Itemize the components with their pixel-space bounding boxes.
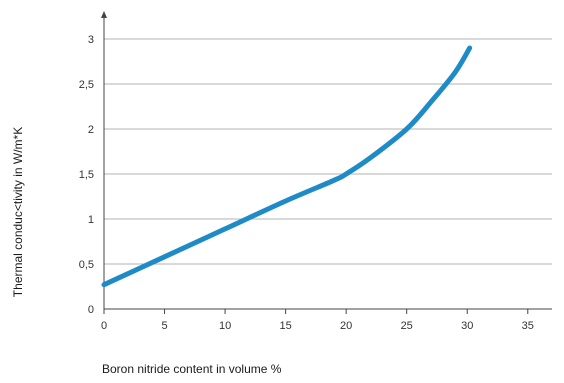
x-tick-label: 35 (522, 320, 534, 332)
y-tick-label: 2 (88, 124, 94, 136)
tick-labels: 00,511,522,530 5 10 15 20 25 30 35 (79, 34, 534, 332)
x-tick-label: 5 (161, 320, 167, 332)
x-tick-label: 15 (279, 320, 291, 332)
y-tick-label: 1,5 (79, 169, 94, 181)
x-axis-title: Boron nitride content in volume % (102, 362, 282, 376)
x-tick-label: 0 (101, 320, 107, 332)
y-axis-title: Thermal conduc<tivity in W/m*K (11, 127, 25, 297)
y-tick-label: 2,5 (79, 79, 94, 91)
x-tick-label: 20 (340, 320, 352, 332)
y-tick-label: 0,5 (79, 259, 94, 271)
series-line-0 (101, 45, 473, 288)
y-axis-arrow (101, 11, 107, 18)
grid (104, 38, 552, 265)
y-tick-label: 3 (88, 34, 94, 46)
x-tick-label: 25 (401, 320, 413, 332)
series (101, 45, 473, 288)
x-tick-label: 30 (461, 320, 473, 332)
y-tick-label: 0 (88, 304, 94, 316)
y-tick-label: 1 (88, 214, 94, 226)
x-tick-label: 10 (219, 320, 231, 332)
axes (101, 11, 552, 314)
